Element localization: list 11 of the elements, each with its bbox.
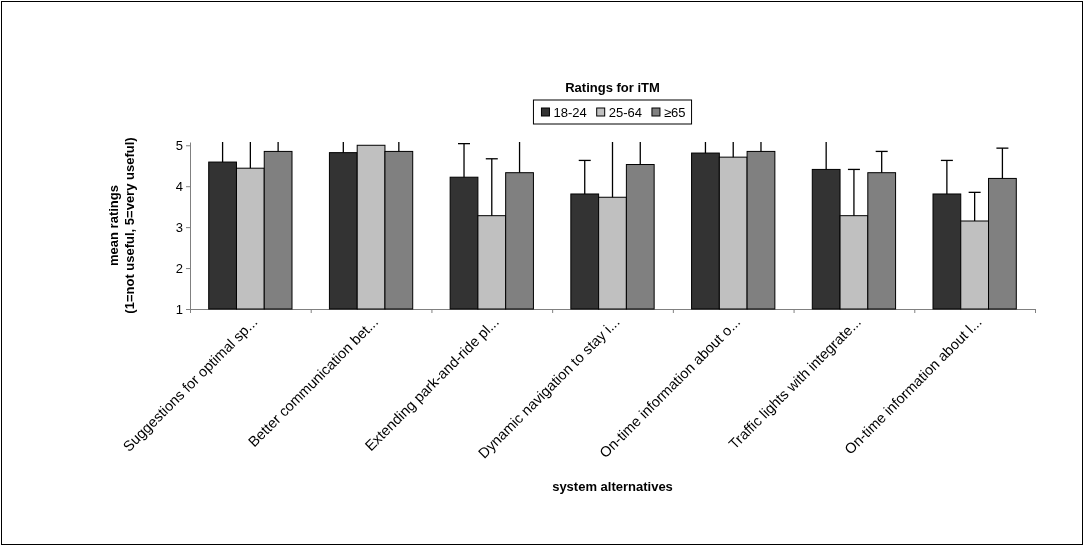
legend-label: 25-64 [608,105,642,120]
y-tick-label: 2 [175,260,183,276]
legend-label: 18-24 [553,105,587,120]
y-tick-label: 1 [175,301,183,317]
y-tick-label: 4 [175,178,183,194]
y-axis-title: mean ratings (1=not useful, 5=very useful) [106,137,137,314]
chart-title: Ratings for iTM [565,80,660,95]
legend-label: ≥65 [663,105,686,120]
y-tick-label: 5 [175,137,183,153]
y-tick-label: 3 [175,219,183,235]
x-axis-title: system alternatives [552,479,673,495]
